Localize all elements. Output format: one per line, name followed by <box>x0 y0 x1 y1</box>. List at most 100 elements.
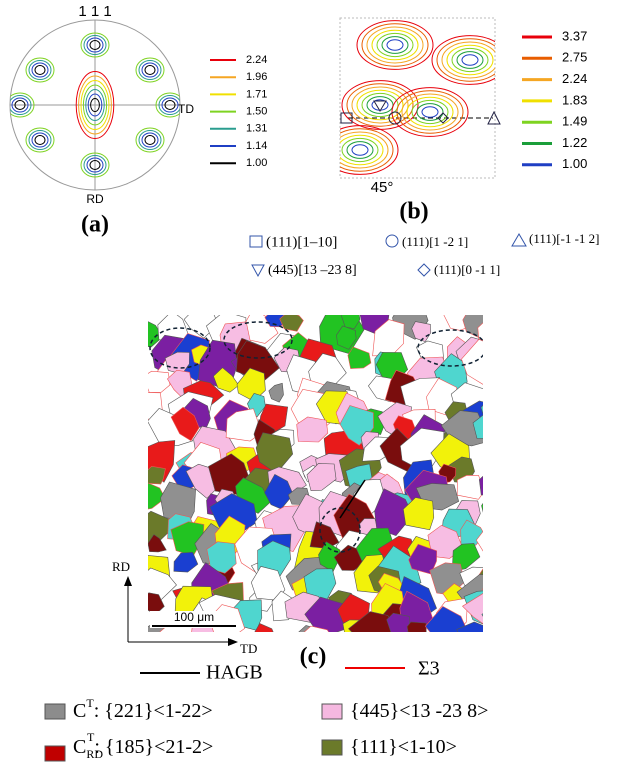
legend-label: 2.24 <box>562 71 587 86</box>
legend-label: 2.75 <box>562 50 587 65</box>
grain <box>407 622 426 643</box>
contour <box>357 90 403 120</box>
key-text: : {221}<1-22> <box>94 700 213 722</box>
legend-label: 1.22 <box>562 135 587 150</box>
contours <box>322 21 508 175</box>
contour <box>457 52 483 69</box>
grain <box>479 463 514 498</box>
contour <box>372 30 418 60</box>
arrowhead <box>124 576 132 586</box>
td-label: TD <box>240 641 257 656</box>
inverted-triangle-symbol <box>252 265 264 276</box>
contour <box>402 94 458 130</box>
key-text: (111)[1 -2 1] <box>402 234 468 249</box>
symbol: C <box>73 700 86 722</box>
legend-label: 3.37 <box>562 28 587 43</box>
legend-label: 1.00 <box>562 156 587 171</box>
contour <box>136 128 164 152</box>
contour <box>26 58 54 82</box>
square-symbol <box>250 236 262 247</box>
contour <box>422 107 438 117</box>
panel-label: (c) <box>300 644 327 670</box>
contour <box>357 21 433 70</box>
contour <box>442 42 498 78</box>
orientation-marker <box>488 112 500 124</box>
contour <box>26 128 54 152</box>
legend-label: 1.96 <box>246 71 267 83</box>
grain <box>482 602 527 640</box>
grain <box>483 580 511 606</box>
ebsd-map <box>133 298 527 659</box>
grain <box>387 613 410 637</box>
contour <box>337 135 383 165</box>
legend-label: 1.49 <box>562 114 587 129</box>
legend-label: 1.14 <box>246 140 267 152</box>
legend-label: 1.50 <box>246 106 267 118</box>
contour <box>447 45 493 75</box>
legend-label: 2.24 <box>246 54 267 66</box>
key-text: (445)[13 –23 8] <box>268 263 357 278</box>
texture-key: CT: {221}<1-22> {445}<13 -23 8> CRDT: {185… <box>45 696 488 761</box>
contour <box>462 55 478 65</box>
contour <box>145 66 155 75</box>
pole-label: 1 1 1 <box>78 3 111 20</box>
rd-label: RD <box>112 559 130 574</box>
grain <box>488 512 516 532</box>
triangle-symbol <box>512 234 526 246</box>
grain <box>491 364 514 382</box>
contour <box>35 136 45 145</box>
legend-label: 1.83 <box>562 92 587 107</box>
contour <box>352 145 368 155</box>
rd-label: RD <box>86 192 104 206</box>
grain <box>263 633 283 654</box>
panel-label: (b) <box>399 199 428 225</box>
sigma3-label: Σ3 <box>418 658 440 680</box>
td-label: TD <box>178 102 194 116</box>
contour <box>407 97 453 127</box>
contour <box>432 36 508 85</box>
panel-label: (a) <box>81 212 109 238</box>
grain <box>481 395 522 440</box>
grain <box>476 521 522 554</box>
swatch <box>322 704 342 719</box>
contour <box>367 27 423 63</box>
diamond-symbol <box>418 264 430 276</box>
grain <box>482 482 519 529</box>
contour <box>322 126 398 175</box>
swatch <box>45 704 65 719</box>
contour <box>392 88 468 137</box>
panel-b: 45° (b) 3.37 2.75 2.24 1.83 1.49 1.22 1.00 <box>322 18 587 225</box>
key-text: (111)[0 -1 1] <box>434 262 500 277</box>
grain <box>486 447 518 478</box>
panel-a: 1 1 1 TD RD (a) 2.24 1.96 1.71 1.50 1.31 1.14… <box>6 3 267 238</box>
key-label: {445}<13 -23 8> <box>350 700 488 722</box>
figure: 1 1 1 TD RD (a) 2.24 1.96 1.71 1.50 1.31 1.14… <box>0 0 631 767</box>
key-text: {111}<1-10> <box>350 736 457 758</box>
contour <box>145 136 155 145</box>
circle-symbol <box>386 235 398 247</box>
contour <box>347 142 373 159</box>
swatch <box>45 746 65 761</box>
legend-label: 1.31 <box>246 123 267 135</box>
scale-label: 100 μm <box>174 610 214 624</box>
grain <box>489 333 515 357</box>
contour <box>35 66 45 75</box>
arrowhead <box>228 638 238 646</box>
contour <box>382 37 408 54</box>
key-label: CT: {221}<1-22> <box>73 696 213 722</box>
legend-label: 1.00 <box>246 157 267 169</box>
key-text: (111)[-1 -1 2] <box>529 231 600 246</box>
key-text: {445}<13 -23 8> <box>350 700 488 722</box>
angle-label: 45° <box>371 179 394 196</box>
hagb-label: HAGB <box>206 662 263 684</box>
contour <box>136 58 164 82</box>
swatch <box>322 740 342 755</box>
key-text: (111)[1–10] <box>266 234 337 250</box>
key-label: CRDT: {185}<21-2> <box>73 730 213 761</box>
grain <box>488 369 518 398</box>
legend-label: 1.71 <box>246 88 267 100</box>
key-text: : {185}<21-2> <box>94 736 213 758</box>
key-label: {111}<1-10> <box>350 736 457 758</box>
symbol: C <box>73 736 86 758</box>
contour <box>387 40 403 50</box>
